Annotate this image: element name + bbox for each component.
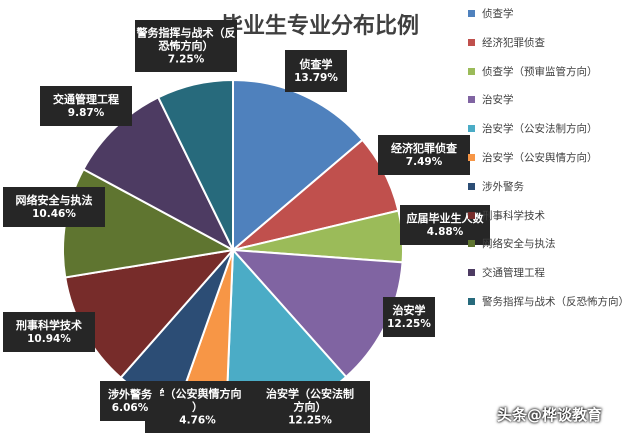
chart-legend: 侦查学经济犯罪侦查侦查学（预审监管方向） 治安学治安学（公安法制方向） 治安学（公安…	[468, 6, 638, 323]
legend-item: 警务指挥与战术（反恐怖方向）	[468, 294, 638, 323]
legend-swatch	[468, 182, 475, 190]
legend-item: 涉外警务	[468, 179, 638, 208]
data-label-box	[40, 86, 132, 126]
data-label-text: 治安学	[393, 303, 426, 317]
data-label-text: 治安学（公安法制	[266, 387, 354, 401]
legend-label: 侦查学（预审监管方向）	[482, 65, 598, 78]
data-label-box	[378, 135, 470, 175]
legend-label: 刑事科学技术	[482, 209, 545, 222]
watermark: 头条@桦谈教育	[496, 406, 602, 424]
legend-label: 经济犯罪侦查	[482, 36, 545, 49]
legend-label: 交通管理工程	[482, 267, 545, 280]
data-label-percent: 7.49%	[406, 156, 443, 168]
chart-title: 毕业生专业分布比例	[221, 13, 419, 39]
legend-item: 治安学（公安舆情方向）	[468, 150, 638, 179]
legend-item: 治安学（公安法制方向）	[468, 121, 638, 150]
legend-item: 交通管理工程	[468, 265, 638, 294]
data-label-text: 应届毕业生人数	[407, 211, 485, 225]
legend-item: 侦查学（预审监管方向）	[468, 64, 638, 93]
legend-label: 治安学（公安舆情方向）	[482, 151, 598, 164]
legend-item: 网络安全与执法	[468, 236, 638, 265]
legend-item: 侦查学	[468, 6, 638, 35]
legend-item: 经济犯罪侦查	[468, 35, 638, 64]
data-label: 警务指挥与战术（反恐怖方向）7.25%	[135, 20, 237, 72]
pie-slice	[232, 78, 364, 253]
data-label-box	[250, 381, 370, 433]
legend-swatch	[468, 297, 475, 305]
data-label-text: 经济犯罪侦查	[391, 141, 457, 155]
data-label-box	[100, 381, 160, 421]
data-label: 学（公安舆情方向）4.76%	[145, 381, 250, 433]
data-label-percent: 13.79%	[294, 72, 338, 84]
legend-swatch	[468, 153, 475, 161]
legend-swatch	[468, 96, 475, 104]
data-label-box	[145, 381, 250, 433]
pie-slice	[82, 95, 236, 253]
legend-swatch	[468, 269, 475, 277]
data-label-box	[400, 205, 490, 245]
legend-swatch	[468, 10, 475, 17]
data-label-box	[285, 50, 347, 92]
data-label-percent: 12.25%	[288, 415, 332, 427]
data-label-percent: 9.87%	[68, 107, 105, 119]
data-label-text: 恐怖方向）	[159, 39, 214, 53]
data-label-text: ）	[192, 401, 203, 414]
data-label: 治安学（公安法制方向）12.25%	[250, 381, 370, 433]
legend-swatch	[468, 125, 475, 133]
legend-swatch	[468, 240, 475, 248]
data-label-box	[3, 312, 95, 352]
data-label-percent: 7.25%	[168, 54, 205, 66]
data-label-text: 侦查学	[299, 57, 333, 71]
data-label-text: 网络安全与执法	[16, 193, 93, 207]
data-label-box	[135, 20, 237, 72]
legend-swatch	[468, 38, 475, 46]
data-label-percent: 4.88%	[427, 226, 464, 238]
data-label-text: 学（公安舆情方向	[154, 387, 242, 401]
legend-label: 网络安全与执法	[482, 238, 556, 251]
data-label-box	[383, 297, 435, 337]
legend-label: 治安学	[482, 94, 514, 107]
legend-item: 刑事科学技术	[468, 208, 638, 237]
data-label-percent: 10.94%	[27, 333, 71, 345]
data-label-percent: 12.25%	[387, 318, 431, 330]
legend-label: 侦查学	[482, 8, 514, 20]
legend-label: 治安学（公安法制方向）	[482, 123, 598, 136]
data-label-box	[3, 187, 105, 227]
data-label-text: 涉外警务	[108, 387, 153, 401]
legend-label: 警务指挥与战术（反恐怖方向）	[482, 295, 629, 308]
legend-label: 涉外警务	[482, 180, 524, 193]
data-label-text: 警务指挥与战术（反	[136, 26, 236, 40]
data-label-text: 刑事科学技术	[16, 318, 82, 332]
legend-swatch	[468, 211, 475, 219]
data-label-text: 交通管理工程	[53, 92, 119, 106]
legend-item: 治安学	[468, 92, 638, 121]
data-label-text: 方向）	[294, 400, 327, 414]
data-label-percent: 6.06%	[112, 402, 149, 414]
pie-slice	[156, 78, 234, 251]
data-label-percent: 4.76%	[179, 415, 216, 427]
legend-swatch	[468, 67, 475, 75]
data-label-percent: 10.46%	[32, 208, 76, 220]
